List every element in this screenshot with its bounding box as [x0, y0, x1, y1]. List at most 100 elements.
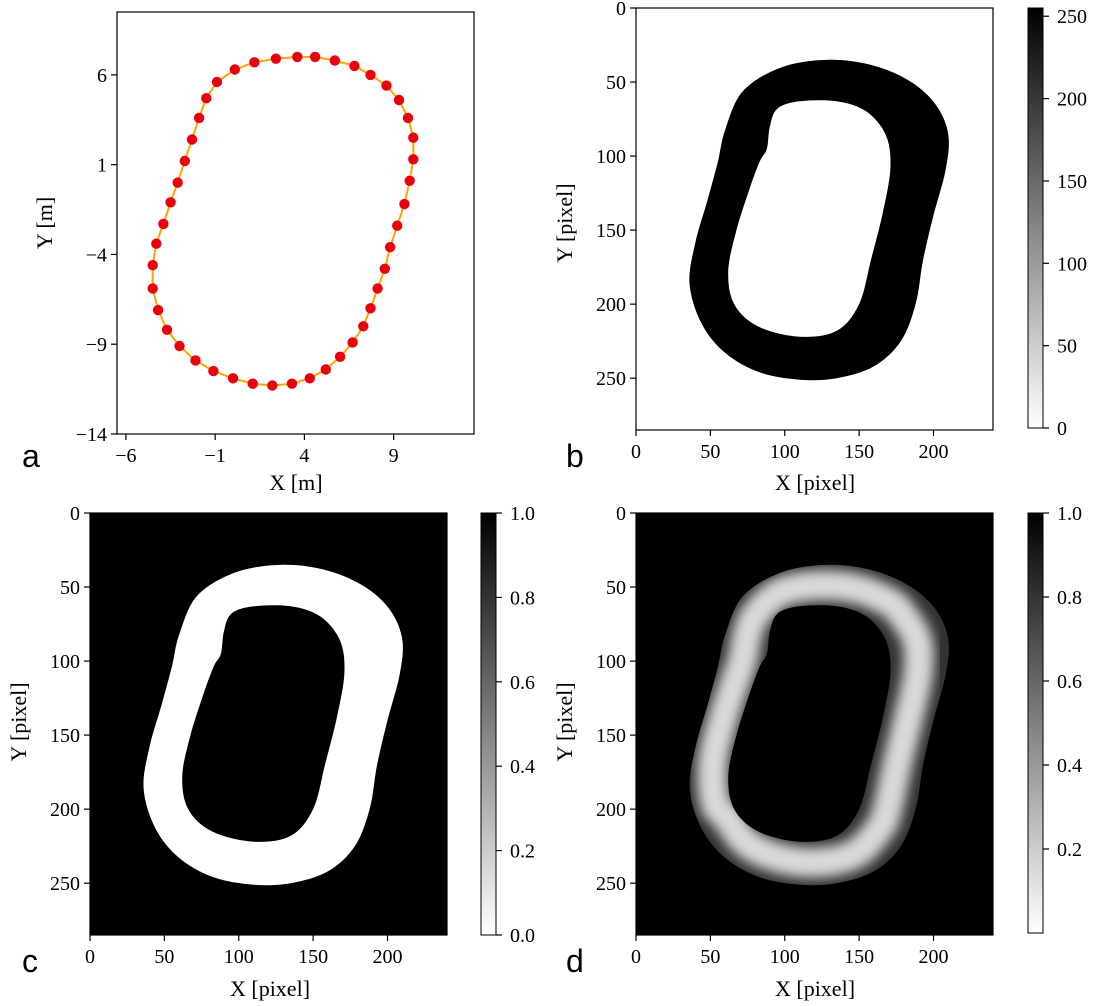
panel-a-frame: [116, 11, 475, 435]
trajectory-point: [393, 94, 405, 106]
colorbar-tick-label: 0.8: [510, 587, 535, 609]
panel-b-frame: [635, 7, 994, 431]
panel-b-xticks: 0 50 100 150 200: [631, 430, 949, 463]
x-tick-label: 4: [299, 445, 309, 467]
panel-d: 0 50 100 150 200 0 50 100 150 200 250 X [pixel] Y…: [552, 503, 1082, 1001]
x-tick-label: 100: [224, 946, 254, 968]
trajectory-point: [381, 80, 392, 91]
trajectory-point: [365, 69, 376, 81]
trajectory-point: [347, 337, 358, 348]
colorbar-gradient: [1027, 7, 1044, 429]
colorbar-tick-label: 200: [1057, 89, 1087, 111]
x-tick-label: 150: [298, 946, 328, 968]
y-tick-label: −14: [76, 424, 107, 446]
panel-b-letter: b: [566, 438, 584, 474]
panel-a-data: [147, 51, 419, 391]
panel-c-frame: [89, 512, 448, 936]
trajectory-point: [404, 175, 415, 186]
trajectory-point: [229, 64, 240, 75]
trajectory-point: [211, 76, 223, 88]
panel-a-yticks: 6 1 −4 −9 −14: [76, 65, 117, 446]
x-tick-label: 0: [631, 946, 641, 968]
colorbar-gradient: [480, 512, 497, 936]
trajectory-point: [408, 154, 419, 165]
panel-c-xlabel: X [pixel]: [230, 976, 310, 1001]
panel-b-colorbar: 0 50 100 150 200 250: [1027, 6, 1087, 440]
trajectory-point: [286, 378, 298, 389]
colorbar-tick-label: 0.2: [1057, 839, 1082, 861]
y-tick-label: 200: [596, 799, 626, 821]
panel-b-xlabel: X [pixel]: [775, 470, 855, 495]
track-region: [689, 59, 949, 381]
x-tick-label: 200: [373, 946, 403, 968]
x-tick-label: 100: [770, 946, 800, 968]
trajectory-point: [304, 373, 315, 384]
trajectory-line: [151, 55, 415, 387]
trajectory-point: [158, 218, 169, 230]
trajectory-point: [174, 340, 185, 352]
panel-d-letter: d: [566, 943, 584, 979]
trajectory-point: [172, 177, 183, 188]
y-tick-label: 0: [616, 0, 626, 20]
x-tick-label: −1: [205, 445, 226, 467]
x-tick-label: 0: [631, 441, 641, 463]
trajectory-point: [201, 93, 212, 104]
trajectory-point: [372, 283, 383, 294]
y-tick-label: 100: [50, 651, 80, 673]
panel-b-image: [636, 8, 993, 430]
panel-c-yticks: 0 50 100 150 200 250: [50, 503, 90, 895]
panel-a-xticks: −6 −1 4 9: [115, 434, 399, 467]
y-tick-label: 150: [596, 725, 626, 747]
y-tick-label: 200: [50, 799, 80, 821]
trajectory-point: [165, 197, 176, 208]
trajectory-point: [186, 134, 198, 145]
trajectory-point: [151, 238, 162, 249]
panel-c-xticks: 0 50 100 150 200: [85, 935, 403, 968]
y-tick-label: 200: [596, 294, 626, 316]
trajectory-point: [147, 283, 158, 294]
trajectory-point: [358, 321, 369, 332]
trajectory-point: [152, 304, 164, 316]
x-tick-label: 200: [919, 441, 949, 463]
trajectory-point: [190, 355, 201, 366]
y-tick-label: 50: [606, 577, 626, 599]
y-tick-label: 6: [97, 65, 107, 87]
trajectory-point: [249, 57, 260, 68]
y-tick-label: 100: [596, 146, 626, 168]
y-tick-label: 1: [97, 155, 107, 177]
colorbar-gradient: [1027, 512, 1044, 934]
y-tick-label: 250: [596, 873, 626, 895]
trajectory-point: [334, 351, 346, 362]
track-centerline: [697, 570, 935, 878]
y-tick-label: 50: [606, 72, 626, 94]
colorbar-tick-label: 250: [1057, 6, 1087, 28]
trajectory-point: [147, 260, 158, 271]
panel-a-ylabel: Y [m]: [32, 197, 57, 249]
panel-b-ylabel: Y [pixel]: [552, 183, 577, 262]
colorbar-tick-label: 0.2: [510, 841, 535, 863]
colorbar-tick-label: 0.8: [1057, 587, 1082, 609]
trajectory-point: [208, 365, 219, 377]
trajectory-point: [384, 242, 396, 253]
trajectory-point: [247, 378, 258, 389]
y-tick-label: −9: [86, 334, 107, 356]
x-tick-label: 50: [700, 441, 720, 463]
panel-c: 0 50 100 150 200 0 50 100 150 200 250 X [pixel] Y…: [6, 503, 535, 1001]
panel-c-letter: c: [22, 943, 38, 979]
trajectory-point: [392, 220, 403, 231]
y-tick-label: 250: [596, 368, 626, 390]
colorbar-tick-label: 0.4: [1057, 755, 1082, 777]
colorbar-tick-label: 100: [1057, 253, 1087, 275]
colorbar-tick-label: 0.6: [1057, 671, 1082, 693]
colorbar-tick-label: 0.4: [510, 756, 535, 778]
trajectory-point: [270, 53, 282, 64]
trajectory-point: [402, 112, 414, 124]
trajectory-point: [193, 112, 205, 124]
trajectory-point: [309, 51, 321, 63]
colorbar-tick-label: 1.0: [510, 503, 535, 525]
trajectory-point: [320, 364, 331, 375]
colorbar-tick-label: 1.0: [1057, 503, 1082, 525]
trajectory-point: [179, 155, 190, 167]
colorbar-tick-label: 150: [1057, 171, 1087, 193]
